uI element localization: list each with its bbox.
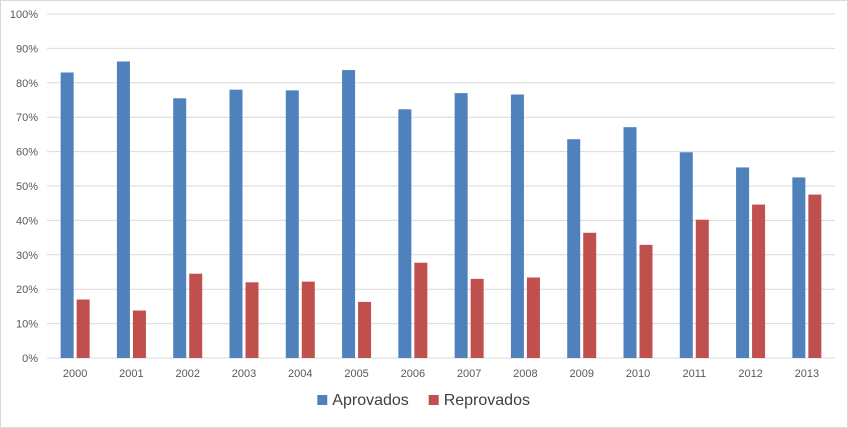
legend: Aprovados Reprovados	[317, 392, 530, 409]
bar-reprovados-2012	[752, 204, 766, 358]
bars	[60, 61, 822, 359]
bar-reprovados-2002	[189, 273, 203, 358]
bar-aprovados-2010	[623, 127, 637, 359]
y-tick-label: 40%	[16, 215, 38, 227]
x-tick-label: 2011	[682, 368, 706, 380]
y-tick-label: 10%	[16, 319, 38, 331]
bar-reprovados-2010	[639, 244, 653, 358]
x-tick-label: 2007	[457, 368, 481, 380]
bar-aprovados-2004	[285, 90, 299, 359]
y-tick-label: 90%	[16, 43, 38, 55]
x-tick-label: 2010	[626, 368, 650, 380]
bar-reprovados-2001	[132, 310, 146, 358]
bar-aprovados-2000	[60, 72, 74, 358]
bar-reprovados-2008	[526, 277, 540, 358]
bar-aprovados-2013	[792, 177, 806, 358]
bar-reprovados-2004	[301, 281, 315, 358]
y-tick-label: 60%	[16, 147, 38, 159]
x-tick-label: 2013	[795, 368, 819, 380]
bar-aprovados-2002	[173, 98, 187, 358]
x-tick-label: 2005	[344, 368, 368, 380]
legend-label-aprovados: Aprovados	[332, 392, 409, 409]
bar-aprovados-2007	[454, 93, 468, 359]
y-tick-label: 20%	[16, 284, 38, 296]
x-tick-label: 2006	[401, 368, 425, 380]
bar-aprovados-2009	[567, 139, 581, 358]
bar-reprovados-2000	[76, 299, 90, 358]
y-tick-label: 70%	[16, 112, 38, 124]
legend-swatch-aprovados	[317, 395, 328, 405]
y-tick-label: 0%	[22, 353, 38, 365]
y-axis-ticks: 0% 10% 20% 30% 40% 50% 60% 70% 80% 90% 100%	[10, 9, 38, 365]
y-tick-label: 30%	[16, 250, 38, 262]
bar-reprovados-2007	[470, 278, 484, 358]
bar-aprovados-2001	[116, 61, 130, 359]
legend-swatch-reprovados	[428, 395, 439, 405]
x-tick-label: 2001	[119, 368, 143, 380]
legend-label-reprovados: Reprovados	[444, 392, 530, 409]
y-tick-label: 50%	[16, 181, 38, 193]
gridlines	[47, 13, 835, 359]
x-tick-label: 2000	[63, 368, 87, 380]
x-tick-label: 2008	[513, 368, 537, 380]
bar-aprovados-2011	[679, 152, 693, 358]
x-tick-label: 2002	[175, 368, 199, 380]
x-tick-label: 2004	[288, 368, 312, 380]
bar-aprovados-2012	[736, 167, 750, 358]
bar-reprovados-2003	[245, 282, 259, 358]
x-tick-label: 2003	[232, 368, 256, 380]
bar-reprovados-2006	[414, 262, 428, 358]
y-tick-label: 80%	[16, 78, 38, 90]
bar-aprovados-2005	[342, 70, 356, 359]
bar-reprovados-2013	[808, 194, 822, 358]
bar-aprovados-2006	[398, 109, 412, 359]
y-tick-label: 100%	[10, 9, 38, 21]
x-tick-label: 2012	[738, 368, 762, 380]
x-axis-ticks: 2000 2001 2002 2003 2004 2005 2006 2007 2008 2009…	[63, 368, 819, 380]
bar-reprovados-2011	[695, 219, 709, 358]
bar-aprovados-2008	[510, 94, 524, 358]
bar-reprovados-2009	[583, 232, 597, 358]
bar-reprovados-2005	[358, 301, 372, 358]
bar-aprovados-2003	[229, 89, 243, 359]
x-tick-label: 2009	[569, 368, 593, 380]
